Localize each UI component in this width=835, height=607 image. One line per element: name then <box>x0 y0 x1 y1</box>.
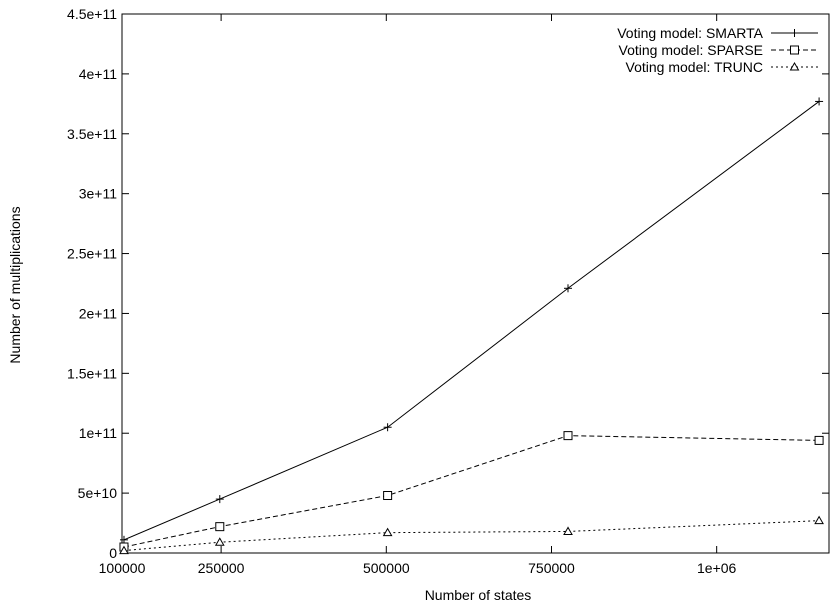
data-point <box>383 491 393 501</box>
data-point <box>814 435 824 445</box>
legend-marker <box>790 45 799 55</box>
series-triangle <box>119 515 824 555</box>
y-axis-ticks: 0 5e+10 1e+11 1.5e+11 2e+11 2.5e+11 3e+11 3.5e+… <box>67 6 829 561</box>
series-plus <box>119 97 824 544</box>
data-point <box>563 431 573 441</box>
y-tick-label: 3.5e+11 <box>67 126 117 142</box>
y-tick-label: 2.5e+11 <box>67 246 117 262</box>
legend-label: Voting model: SMARTA <box>617 25 763 41</box>
data-point <box>382 527 393 537</box>
legend-marker <box>790 29 799 37</box>
y-axis-label: Number of multiplications <box>7 206 23 363</box>
x-tick-label: 750000 <box>528 560 575 576</box>
data-point <box>563 526 573 535</box>
series-square <box>119 431 824 552</box>
legend-marker <box>789 61 800 71</box>
y-tick-label: 1.5e+11 <box>67 365 117 381</box>
data-point <box>814 515 824 525</box>
data-point <box>119 545 129 555</box>
plot-border <box>121 13 830 554</box>
x-axis-ticks: 100000 250000 500000 750000 1e+06 <box>99 14 737 576</box>
x-tick-label: 100000 <box>99 560 146 576</box>
data-point <box>564 284 573 293</box>
data-point <box>214 537 225 546</box>
data-point <box>815 97 824 106</box>
y-tick-label: 2e+11 <box>79 305 117 321</box>
y-tick-label: 4e+11 <box>79 66 117 82</box>
data-point <box>383 423 392 432</box>
legend-label: Voting model: SPARSE <box>619 42 763 58</box>
legend-label: Voting model: TRUNC <box>626 59 763 75</box>
x-tick-label: 1e+06 <box>697 560 737 576</box>
series-line <box>123 435 820 548</box>
y-tick-label: 0 <box>109 545 117 561</box>
x-tick-label: 500000 <box>363 560 410 576</box>
y-tick-label: 1e+11 <box>79 425 117 441</box>
data-point <box>119 535 128 544</box>
y-tick-label: 3e+11 <box>79 186 117 202</box>
x-axis-label: Number of states <box>425 587 532 603</box>
series-line <box>123 101 820 541</box>
x-tick-label: 250000 <box>198 560 245 576</box>
y-tick-label: 5e+10 <box>78 485 118 501</box>
data-point <box>215 522 225 532</box>
y-tick-label: 4.5e+11 <box>67 6 117 22</box>
series-layer <box>119 97 824 555</box>
data-point <box>215 495 224 504</box>
plot-frame <box>121 13 830 554</box>
